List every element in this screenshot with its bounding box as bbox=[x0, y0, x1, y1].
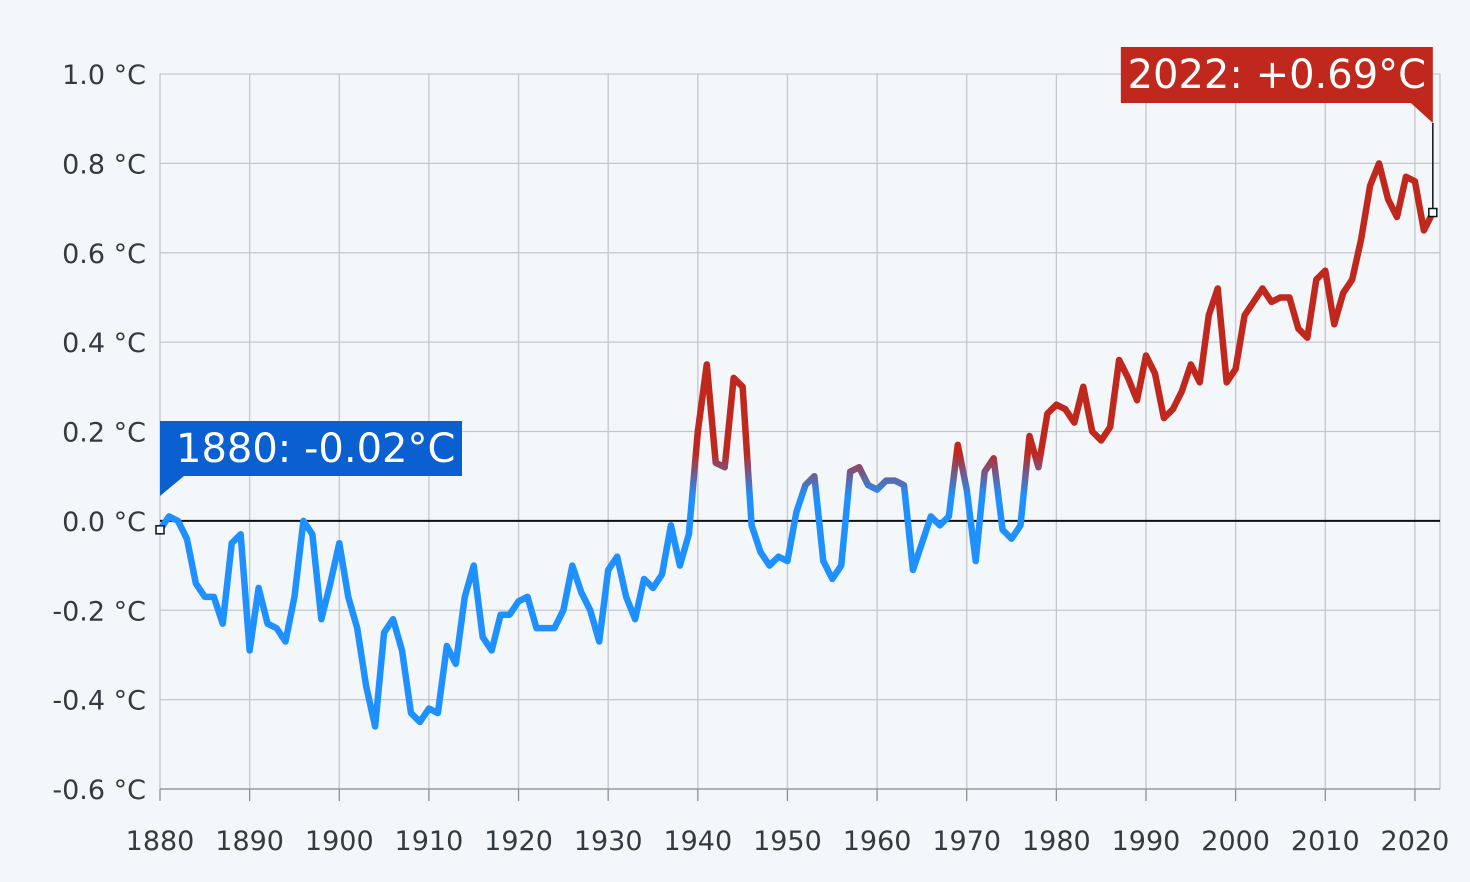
x-tick-label: 1960 bbox=[843, 826, 912, 857]
grid bbox=[159, 73, 1441, 790]
y-tick-label: 0.6 °C bbox=[62, 239, 146, 270]
x-tick-label: 1900 bbox=[305, 826, 374, 857]
x-tick-label: 1990 bbox=[1112, 826, 1181, 857]
y-tick-label: 0.4 °C bbox=[62, 328, 146, 359]
temperature-series-line bbox=[156, 160, 1437, 730]
annotation-box bbox=[1120, 47, 1433, 103]
x-tick-label: 2000 bbox=[1201, 826, 1270, 857]
annotation-callout: 2022: +0.69°C bbox=[1120, 47, 1438, 218]
x-tick-label: 2010 bbox=[1291, 826, 1360, 857]
annotation-callout: 1880: -0.02°C bbox=[155, 421, 462, 535]
annotation-tail bbox=[1410, 103, 1433, 123]
y-tick-label: -0.2 °C bbox=[52, 596, 146, 627]
x-tick-label: 2020 bbox=[1381, 826, 1450, 857]
y-tick-label: -0.6 °C bbox=[52, 775, 146, 806]
y-tick-label: -0.4 °C bbox=[52, 686, 146, 717]
x-tick-label: 1930 bbox=[574, 826, 643, 857]
x-tick-label: 1890 bbox=[215, 826, 284, 857]
annotation-marker bbox=[1428, 207, 1438, 218]
axes: 1.0 °C 0.8 °C 0.6 °C 0.4 °C 0.2 °C 0.0 °C -0.2… bbox=[52, 60, 1449, 857]
y-tick-label: 0.0 °C bbox=[62, 507, 146, 538]
y-tick-label: 0.2 °C bbox=[62, 418, 146, 449]
annotation-marker bbox=[155, 525, 165, 535]
annotation-box bbox=[160, 421, 462, 476]
x-tick-label: 1980 bbox=[1022, 826, 1091, 857]
annotation-label: 1880: -0.02°C bbox=[176, 426, 455, 472]
x-tick-label: 1920 bbox=[484, 826, 553, 857]
x-tick-label: 1910 bbox=[395, 826, 464, 857]
x-tick-label: 1970 bbox=[932, 826, 1001, 857]
x-tick-label: 1940 bbox=[663, 826, 732, 857]
annotation-label: 2022: +0.69°C bbox=[1128, 52, 1427, 98]
x-tick-label: 1880 bbox=[126, 826, 195, 857]
y-tick-label: 0.8 °C bbox=[62, 149, 146, 180]
annotation-tail bbox=[160, 476, 184, 496]
annotations: 1880: -0.02°C 2022: +0.69°C bbox=[155, 47, 1438, 535]
x-tick-label: 1950 bbox=[753, 826, 822, 857]
y-tick-label: 1.0 °C bbox=[62, 60, 146, 91]
series-layer bbox=[156, 160, 1437, 730]
